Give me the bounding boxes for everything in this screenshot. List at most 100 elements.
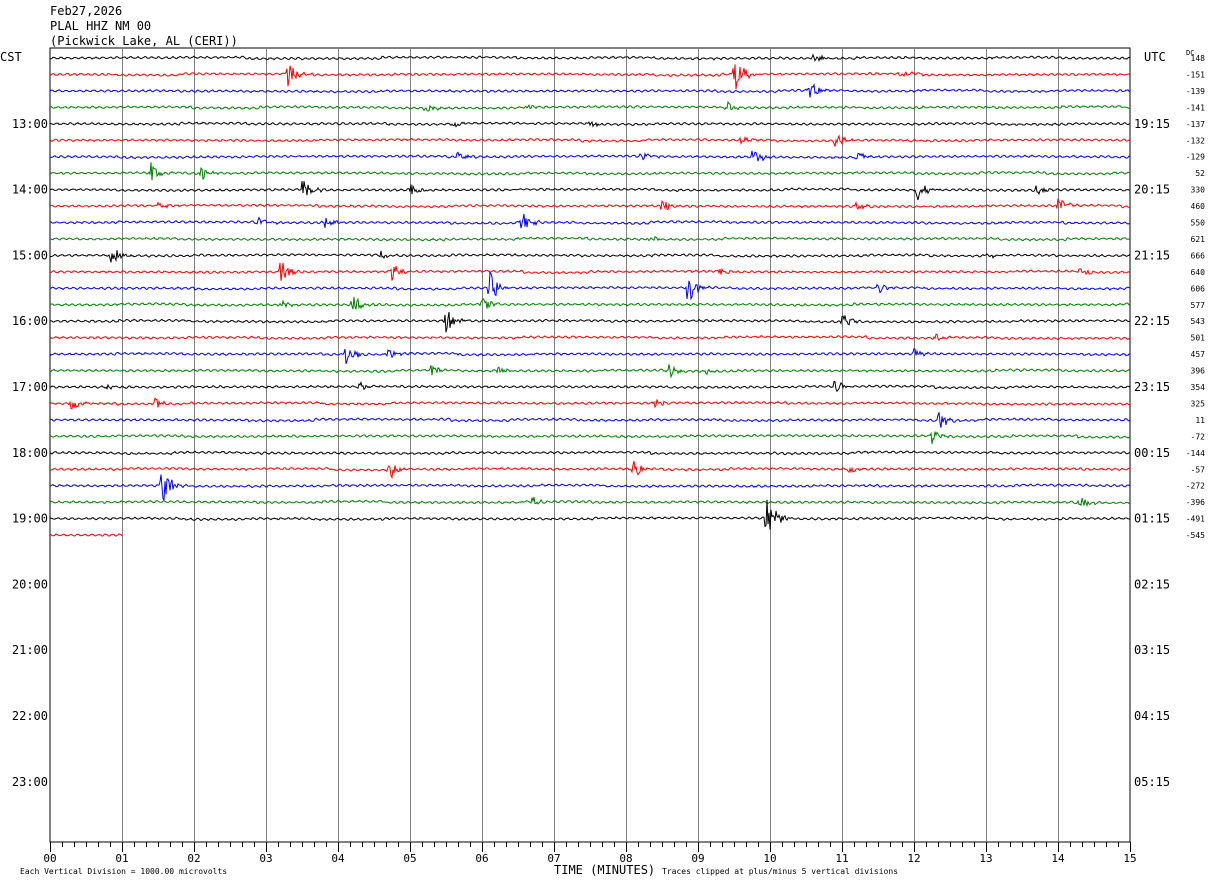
- dc-offset-value: 396: [1191, 367, 1206, 376]
- dc-offset-value: 52: [1195, 169, 1205, 178]
- seismic-trace-line: [49, 82, 1131, 98]
- dc-offset-value: 457: [1191, 350, 1206, 359]
- cst-hour-label: 18:00: [12, 446, 48, 460]
- seismic-trace-line: [49, 431, 1131, 444]
- x-tick-label: 05: [403, 852, 416, 865]
- seismic-trace-line: [49, 348, 1131, 365]
- seismic-trace-line: [49, 474, 1131, 502]
- seismic-trace-line: [49, 236, 1131, 242]
- dc-offset-value: -129: [1186, 153, 1205, 162]
- utc-hour-label: 20:15: [1134, 183, 1170, 197]
- dc-offset-value: -272: [1186, 482, 1205, 491]
- seismic-trace-line: [49, 120, 1131, 128]
- x-tick-label: 00: [43, 852, 56, 865]
- utc-hour-label: 03:15: [1134, 643, 1170, 657]
- seismic-trace-line: [49, 134, 1131, 147]
- cst-hour-label: 21:00: [12, 643, 48, 657]
- dc-offset-value: -137: [1186, 120, 1205, 129]
- seismic-trace-line: [49, 533, 123, 537]
- x-tick-label: 08: [619, 852, 632, 865]
- utc-hour-label: 04:15: [1134, 709, 1170, 723]
- dc-offset-value: 550: [1191, 219, 1206, 228]
- seismic-trace-line: [49, 333, 1131, 341]
- dc-offset-value: 330: [1191, 186, 1206, 195]
- seismic-trace-line: [49, 181, 1131, 201]
- seismic-trace-line: [49, 53, 1131, 63]
- dc-offset-value: 148: [1191, 54, 1206, 63]
- cst-hour-label: 22:00: [12, 709, 48, 723]
- seismic-trace-line: [49, 296, 1131, 310]
- scale-note: Each Vertical Division = 1000.00 microvo…: [20, 867, 228, 876]
- x-tick-label: 15: [1123, 852, 1136, 865]
- dc-offset-value: 606: [1191, 284, 1206, 293]
- seismic-trace-line: [49, 460, 1131, 480]
- seismic-trace-line: [50, 100, 1131, 112]
- dc-offset-value: -151: [1186, 70, 1205, 79]
- utc-hour-label: 05:15: [1134, 775, 1170, 789]
- utc-axis-title: UTC: [1144, 50, 1166, 64]
- dc-offset-value: 640: [1191, 268, 1206, 277]
- clip-note: Traces clipped at plus/minus 5 vertical …: [662, 867, 899, 876]
- dc-offset-value: -132: [1186, 136, 1205, 145]
- cst-hour-label: 17:00: [12, 380, 48, 394]
- dc-offset-value: 11: [1195, 416, 1205, 425]
- seismic-trace-line: [49, 311, 1131, 333]
- cst-hour-label: 16:00: [12, 314, 48, 328]
- plot-date: Feb27,2026: [50, 4, 123, 18]
- dc-offset-value: 621: [1191, 235, 1206, 244]
- seismic-trace-line: [49, 397, 1131, 410]
- utc-hour-label: 21:15: [1134, 248, 1170, 262]
- x-tick-label: 11: [835, 852, 848, 865]
- dc-offset-value: -57: [1191, 465, 1206, 474]
- dc-offset-value: -491: [1186, 515, 1205, 524]
- utc-hour-label: 01:15: [1134, 512, 1170, 526]
- seismic-trace-line: [49, 198, 1131, 211]
- dc-offset-value: 460: [1191, 202, 1206, 211]
- seismic-trace-line: [49, 499, 1131, 530]
- seismic-trace-line: [49, 496, 1131, 507]
- cst-hour-label: 13:00: [12, 117, 48, 131]
- utc-hour-label: 02:15: [1134, 577, 1170, 591]
- cst-hour-label: 23:00: [12, 775, 48, 789]
- seismic-trace-line: [49, 450, 1131, 456]
- seismic-trace-line: [49, 262, 1131, 281]
- seismic-trace-line: [49, 213, 1131, 229]
- x-tick-label: 12: [907, 852, 920, 865]
- dc-offset-value: 577: [1191, 301, 1206, 310]
- dc-offset-value: -72: [1191, 432, 1206, 441]
- cst-axis-title: CST: [0, 50, 22, 64]
- x-tick-label: 01: [115, 852, 128, 865]
- dc-offset-value: 543: [1191, 317, 1206, 326]
- station-id: PLAL HHZ NM 00: [50, 19, 152, 33]
- x-tick-label: 13: [979, 852, 992, 865]
- x-tick-label: 14: [1051, 852, 1065, 865]
- dc-offset-value: -144: [1186, 449, 1205, 458]
- x-tick-label: 06: [475, 852, 488, 865]
- dc-offset-title: DC: [1186, 49, 1195, 57]
- dc-offset-value: -545: [1186, 531, 1205, 540]
- cst-hour-label: 14:00: [12, 183, 48, 197]
- seismic-trace-line: [49, 270, 1131, 301]
- seismic-trace-line: [49, 64, 1131, 90]
- x-tick-label: 10: [763, 852, 776, 865]
- x-tick-label: 02: [187, 852, 200, 865]
- dc-offset-value: -139: [1186, 87, 1205, 96]
- seismic-trace-line: [49, 250, 1131, 263]
- seismic-trace-line: [49, 380, 1131, 393]
- station-location: (Pickwick Lake, AL (CERI)): [50, 34, 238, 48]
- seismic-trace-line: [49, 150, 1131, 162]
- dc-offset-value: -141: [1186, 103, 1205, 112]
- utc-hour-label: 00:15: [1134, 446, 1170, 460]
- dc-offset-value: -396: [1186, 498, 1205, 507]
- cst-hour-label: 15:00: [12, 248, 48, 262]
- plot-frame: [49, 47, 1131, 843]
- utc-hour-label: 22:15: [1134, 314, 1170, 328]
- dc-offset-value: 501: [1191, 334, 1206, 343]
- x-tick-label: 07: [547, 852, 560, 865]
- seismic-trace-line: [49, 412, 1131, 428]
- x-axis-label: TIME (MINUTES): [554, 863, 656, 877]
- cst-hour-label: 20:00: [12, 577, 48, 591]
- x-tick-label: 04: [331, 852, 345, 865]
- seismic-trace-line: [49, 162, 1131, 181]
